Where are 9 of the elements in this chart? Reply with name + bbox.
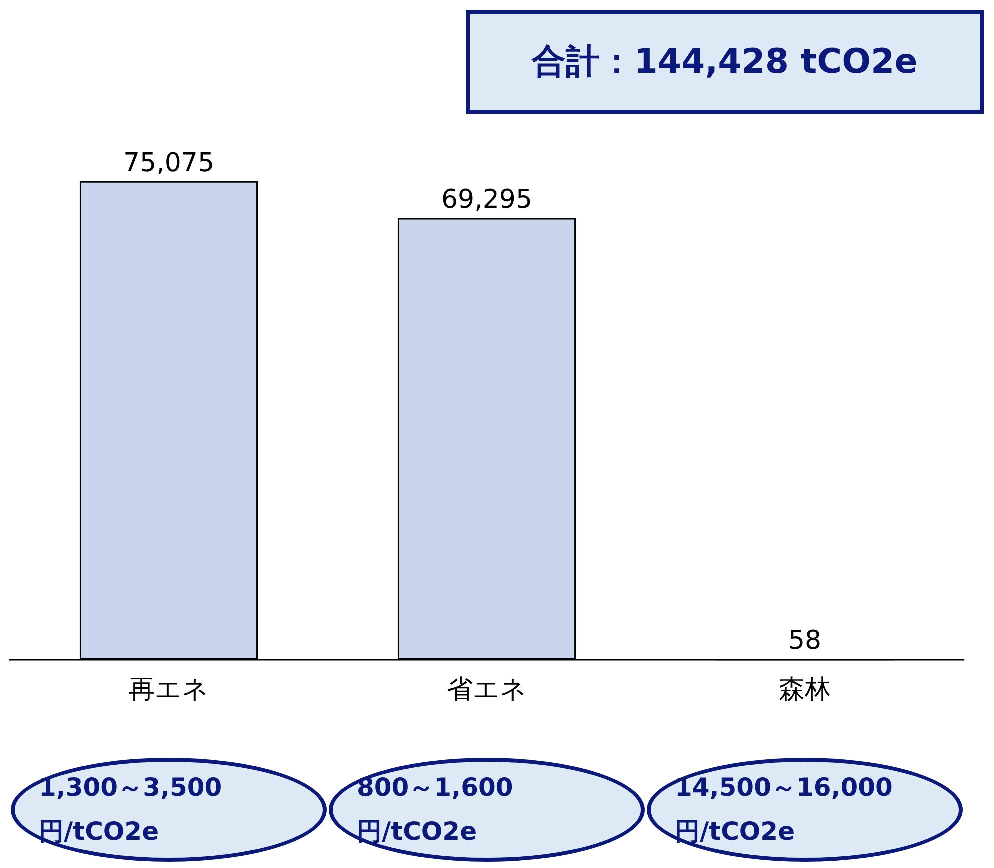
- text: 1,300～3,500円/tCO2e: [39, 772, 224, 848]
- x-tick-label: 再エネ: [129, 674, 209, 704]
- data-label: 75,075: [124, 148, 214, 178]
- x-tick-label: 森林: [779, 674, 831, 704]
- chart-title: 合計：144,428 tCO2e: [466, 10, 984, 114]
- text: 14,500～16,000円/tCO2e: [675, 772, 894, 848]
- data-label: 69,295: [442, 185, 532, 216]
- data-label: 58: [788, 626, 822, 656]
- x-tick-label: 省エネ: [447, 674, 527, 704]
